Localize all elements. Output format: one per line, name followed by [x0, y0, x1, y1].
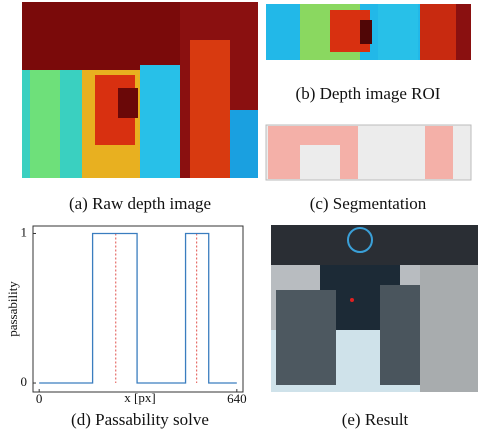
caption: (b) Depth image ROI — [296, 84, 441, 103]
x-tick-label: 640 — [227, 391, 247, 406]
caption: (a) Raw depth image — [69, 194, 211, 213]
y-tick-label: 1 — [21, 224, 28, 239]
x-axis-label: x [px] — [124, 390, 155, 405]
figure: (a) Raw depth image (b) Depth image ROI … — [0, 0, 479, 437]
passability-line — [39, 233, 237, 383]
y-tick-label: 0 — [21, 374, 28, 389]
caption: (d) Passability solve — [71, 410, 209, 429]
caption: (c) Segmentation — [310, 194, 427, 213]
roi-image — [266, 4, 471, 60]
x-tick-label: 0 — [36, 391, 43, 406]
depth-image — [22, 2, 258, 178]
plot-frame — [33, 226, 243, 392]
caption: (e) Result — [342, 410, 409, 429]
y-axis-label: passability — [5, 281, 20, 337]
segmentation-image — [266, 125, 471, 180]
result-photo — [271, 225, 478, 392]
